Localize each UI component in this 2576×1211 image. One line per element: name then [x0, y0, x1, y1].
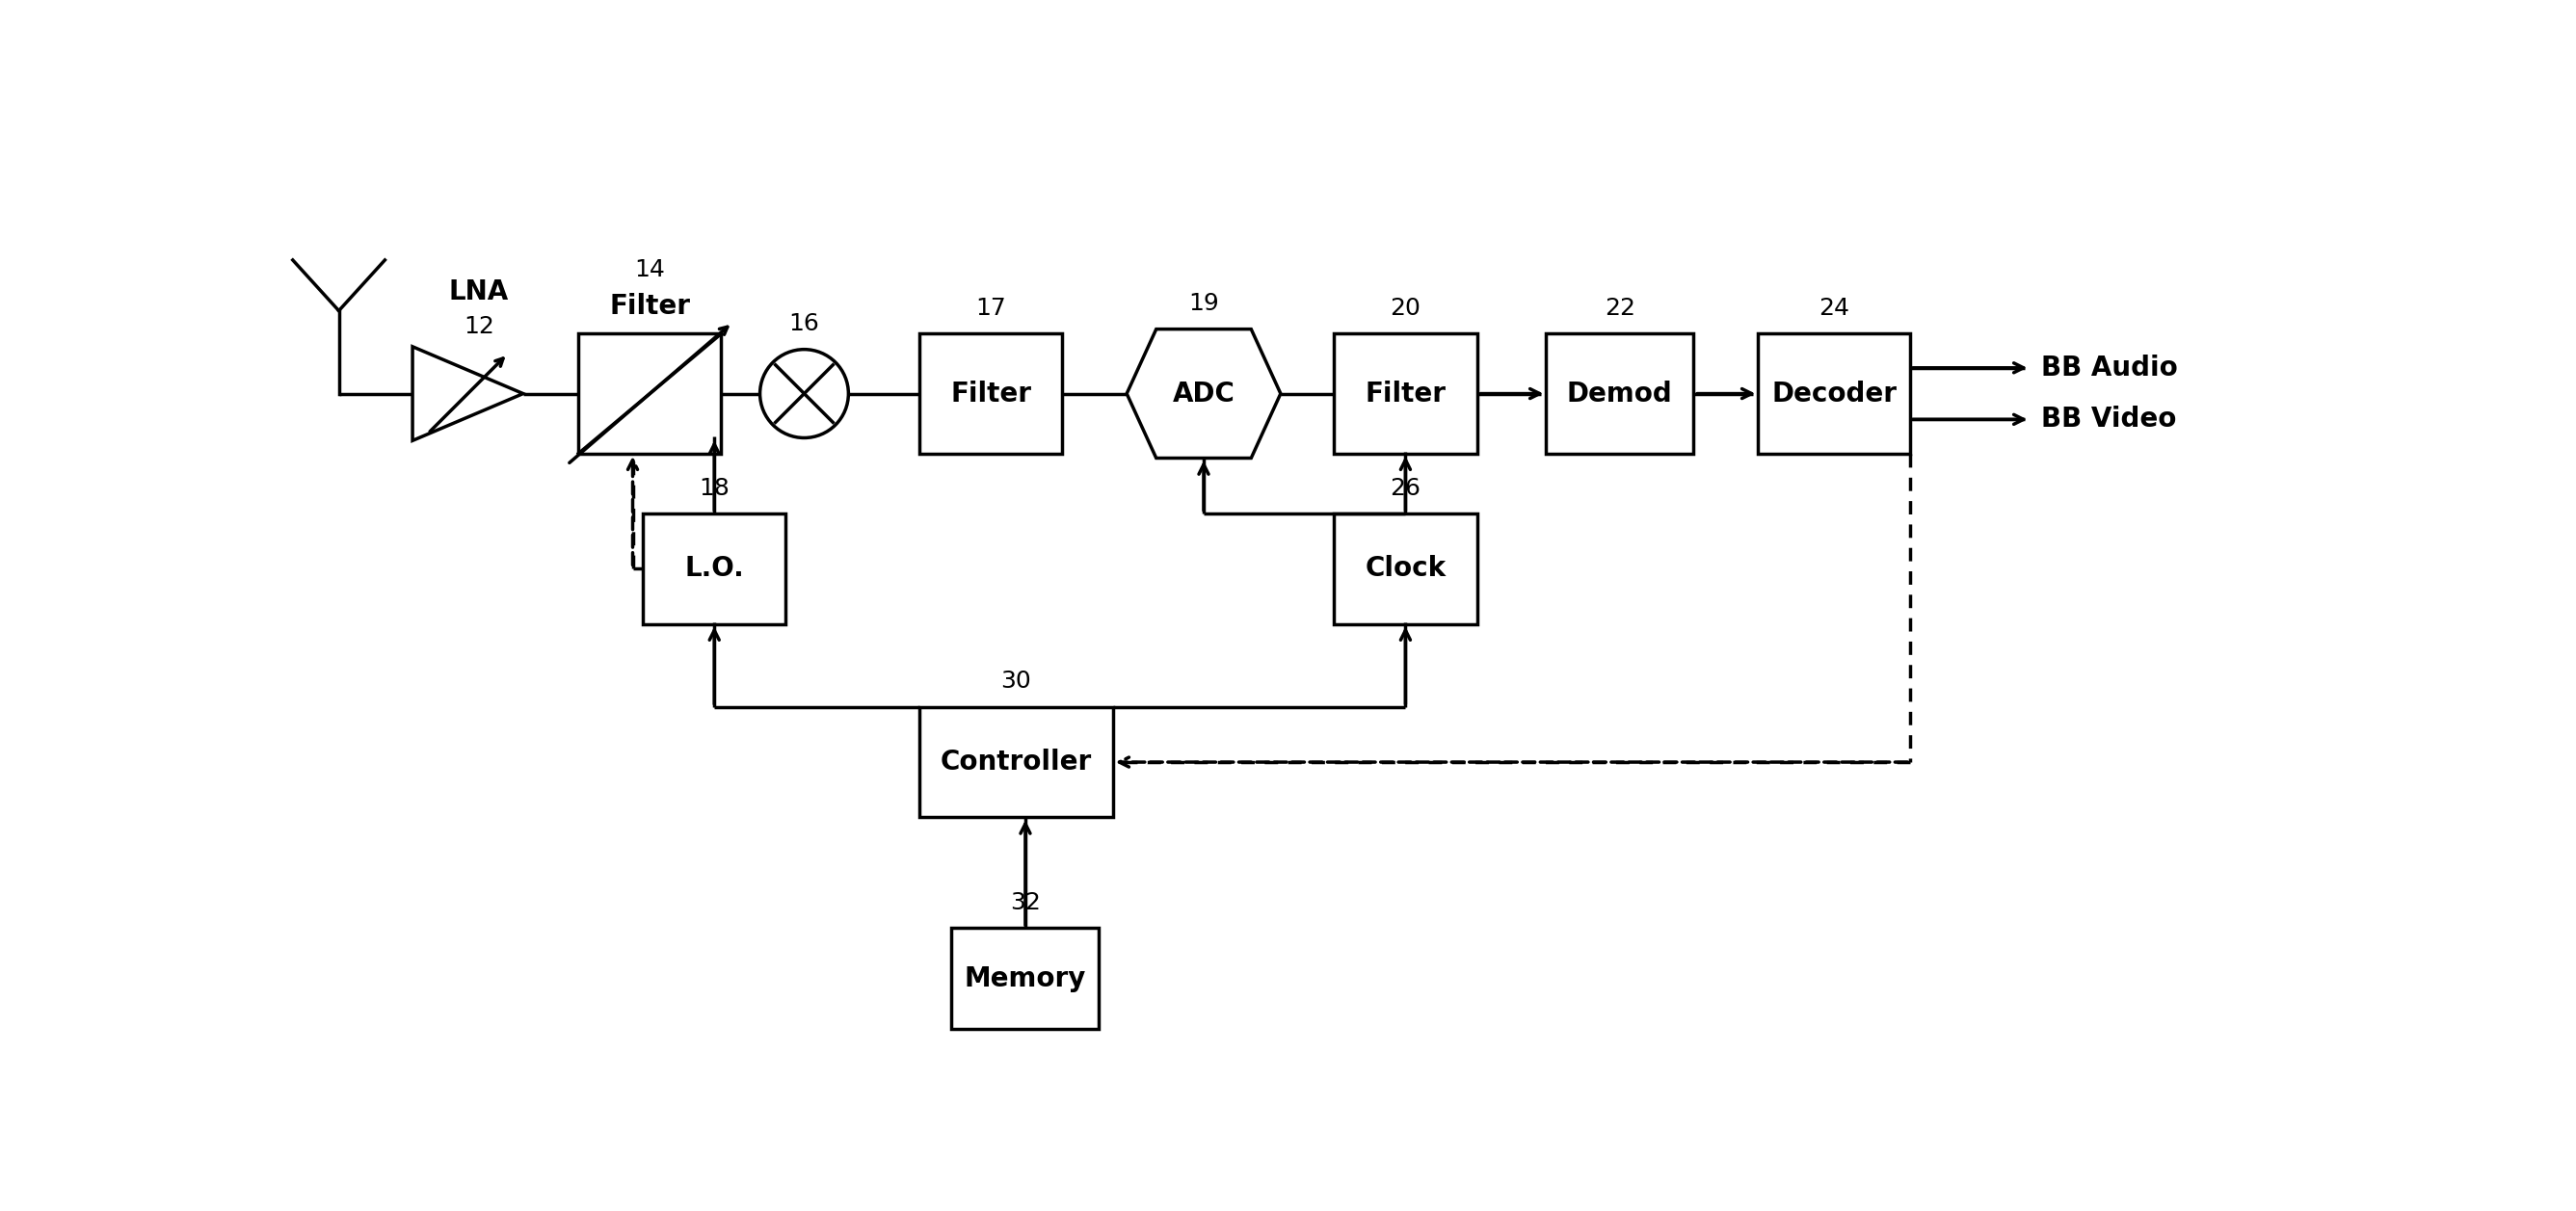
Bar	[920, 707, 1113, 817]
Bar	[1334, 513, 1476, 624]
Text: Filter: Filter	[1365, 380, 1445, 407]
Text: 19: 19	[1188, 292, 1218, 315]
Text: BB Video: BB Video	[2040, 406, 2177, 432]
Bar	[920, 334, 1061, 453]
Text: Filter: Filter	[951, 380, 1030, 407]
Text: Memory: Memory	[963, 965, 1087, 992]
Text: L.O.: L.O.	[685, 555, 744, 582]
Text: 14: 14	[634, 258, 665, 281]
Bar	[1546, 334, 1692, 453]
Bar	[951, 928, 1100, 1029]
Text: Decoder: Decoder	[1772, 380, 1896, 407]
Polygon shape	[412, 346, 523, 441]
Text: 24: 24	[1819, 297, 1850, 320]
Circle shape	[760, 350, 848, 438]
Text: BB Audio: BB Audio	[2040, 355, 2177, 381]
Text: 12: 12	[464, 315, 495, 338]
Text: 18: 18	[698, 476, 729, 500]
Text: 26: 26	[1391, 476, 1422, 500]
Text: 30: 30	[1002, 670, 1030, 693]
Text: 16: 16	[788, 312, 819, 335]
Text: 22: 22	[1605, 297, 1636, 320]
Text: Filter: Filter	[611, 293, 690, 320]
Text: Controller: Controller	[940, 748, 1092, 775]
Text: Clock: Clock	[1365, 555, 1445, 582]
Text: LNA: LNA	[448, 279, 510, 305]
Bar	[1757, 334, 1909, 453]
Text: Demod: Demod	[1566, 380, 1672, 407]
Text: 32: 32	[1010, 891, 1041, 914]
Bar	[644, 513, 786, 624]
Text: 20: 20	[1391, 297, 1422, 320]
Polygon shape	[1126, 329, 1280, 458]
Bar	[1334, 334, 1476, 453]
Bar	[580, 334, 721, 453]
Text: 17: 17	[976, 297, 1007, 320]
Text: ADC: ADC	[1172, 380, 1234, 407]
